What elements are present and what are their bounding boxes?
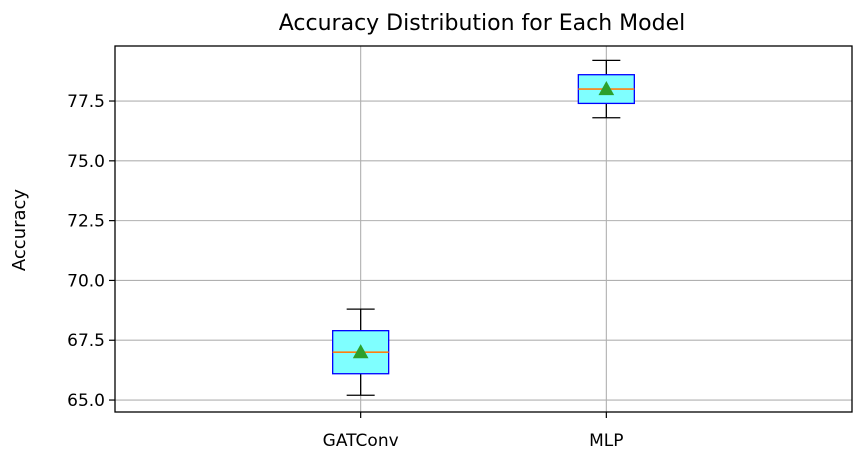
chart-title: Accuracy Distribution for Each Model: [279, 11, 685, 36]
box-group: [332, 59, 635, 396]
y-axis-label: Accuracy: [9, 189, 30, 272]
grid-lines: [115, 46, 852, 412]
y-tick-label: 67.5: [67, 331, 105, 351]
x-tick-label: MLP: [589, 431, 623, 451]
y-tick-label: 75.0: [67, 152, 105, 172]
y-tick-label: 72.5: [67, 212, 105, 232]
mean-marker: [598, 81, 615, 96]
box-gatconv: [332, 308, 390, 396]
y-tick-label: 65.0: [67, 391, 105, 411]
mean-marker: [352, 344, 369, 359]
y-tick-label: 70.0: [67, 271, 105, 291]
x-tick-label: GATConv: [323, 431, 399, 451]
y-axis-ticks: 65.0 67.5 70.0 72.5 75.0 77.5: [67, 92, 115, 411]
box-mlp: [577, 59, 635, 119]
plot-frame: [114, 45, 853, 413]
y-tick-label: 77.5: [67, 92, 105, 112]
x-axis-ticks: GATConv MLP: [323, 412, 624, 451]
